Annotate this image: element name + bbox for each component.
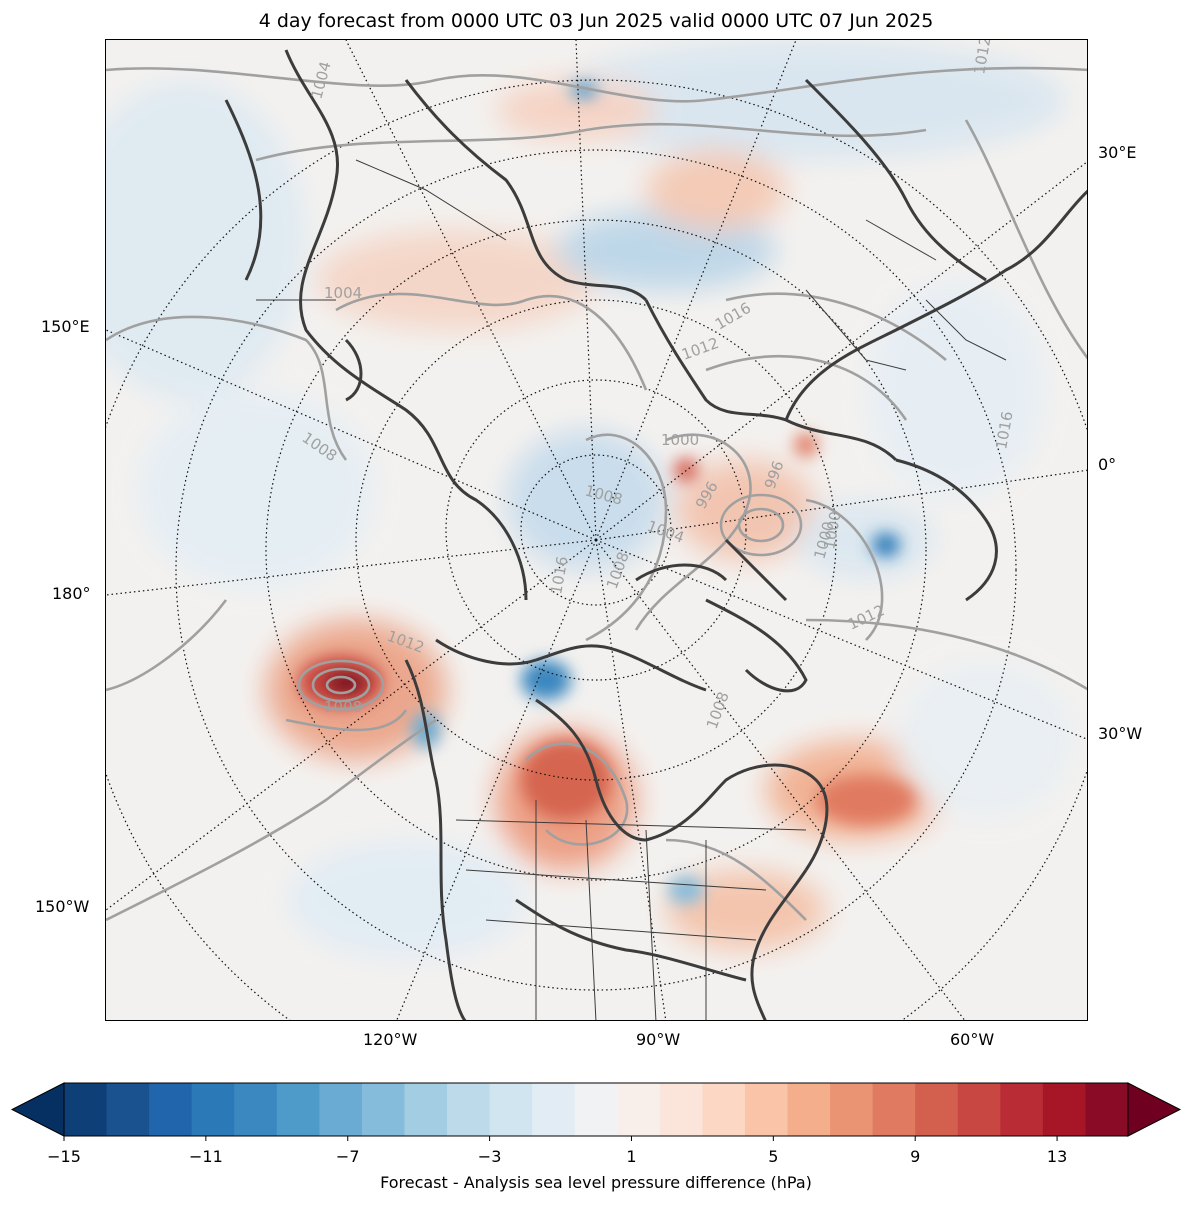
lon-label-60w: 60°W <box>950 1030 995 1049</box>
colorbar-tick-label: 1 <box>626 1147 637 1166</box>
colorbar-tick-label: −15 <box>47 1147 81 1166</box>
colorbar-segment <box>532 1083 576 1136</box>
colorbar-segment <box>234 1083 278 1136</box>
lon-label-90w: 90°W <box>636 1030 681 1049</box>
colorbar-segment <box>617 1083 661 1136</box>
isobar-label: 1000 <box>661 431 699 449</box>
colorbar-segment <box>106 1083 150 1136</box>
colorbar-tick-label: 13 <box>1046 1147 1068 1166</box>
colorbar-segment <box>957 1083 1001 1136</box>
colorbar-segment <box>361 1083 405 1136</box>
colorbar-segment <box>319 1083 363 1136</box>
colorbar-segment <box>1085 1083 1129 1136</box>
lon-label-120w: 120°W <box>363 1030 418 1049</box>
lon-label-30e: 30°E <box>1098 143 1137 162</box>
colorbar-extend-min <box>10 1082 65 1137</box>
lon-label-30w: 30°W <box>1098 724 1143 743</box>
colorbar-frame <box>63 1082 1129 1137</box>
colorbar-segment <box>659 1083 703 1136</box>
colorbar-segments <box>10 1082 1182 1137</box>
colorbar-segment <box>574 1083 618 1136</box>
map-title: 4 day forecast from 0000 UTC 03 Jun 2025… <box>258 10 934 32</box>
isobar-contours <box>106 66 1087 922</box>
borders <box>256 159 1007 1020</box>
colorbar-segment <box>1000 1083 1044 1136</box>
colorbar-segment <box>702 1083 746 1136</box>
colorbar-segment <box>276 1083 320 1136</box>
colorbar-tick-label: −7 <box>335 1147 360 1166</box>
lon-label-180: 180° <box>52 584 91 603</box>
colorbar-segment <box>64 1083 108 1136</box>
graticule <box>106 40 1087 1020</box>
isobar-label: 1004 <box>324 284 362 302</box>
colorbar-label: Forecast - Analysis sea level pressure d… <box>380 1173 812 1192</box>
lon-label-150e: 150°E <box>41 317 90 336</box>
colorbar-tick-label: 9 <box>910 1147 921 1166</box>
colorbar-segment <box>489 1083 533 1136</box>
lon-label-150w: 150°W <box>35 897 90 916</box>
colorbar-extend-max <box>1127 1082 1182 1137</box>
coastlines <box>224 49 1087 1020</box>
colorbar-segment <box>1042 1083 1086 1136</box>
colorbar-segment <box>744 1083 789 1136</box>
colorbar-segment <box>872 1083 916 1136</box>
colorbar-segment <box>447 1083 491 1136</box>
colorbar-segment <box>404 1083 448 1136</box>
colorbar-segment <box>830 1083 874 1136</box>
colorbar-segment <box>191 1083 235 1136</box>
map-plot-area[interactable]: 1004 1004 1008 1008 1008 1000 996 1000 1… <box>105 39 1088 1021</box>
colorbar-tick-label: −3 <box>477 1147 502 1166</box>
lon-label-0: 0° <box>1098 455 1117 474</box>
isobar-label: 1008 <box>324 698 362 716</box>
colorbar-segment <box>787 1083 831 1136</box>
colorbar-tick-label: −11 <box>188 1147 223 1166</box>
colorbar-tick-label: 5 <box>768 1147 779 1166</box>
colorbar-segment <box>915 1083 959 1136</box>
colorbar-segment <box>149 1083 193 1136</box>
